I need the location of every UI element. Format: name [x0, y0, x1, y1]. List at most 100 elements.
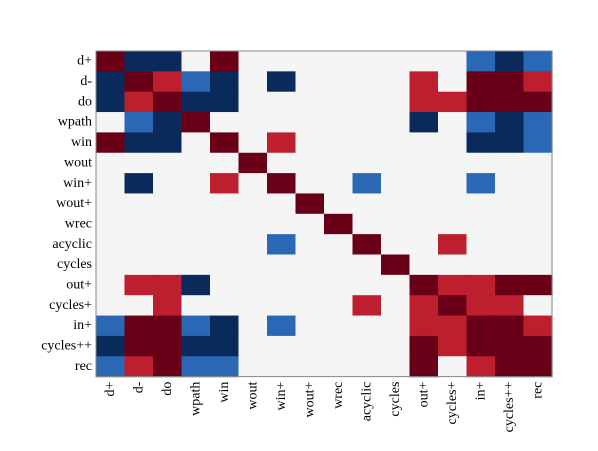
heatmap-cell-do-wpath	[181, 91, 211, 113]
heatmap-cell-d--cycles+	[438, 71, 468, 93]
heatmap-cell-out+-rec	[523, 274, 553, 296]
heatmap-cell-cycles+-cycles+	[438, 295, 468, 317]
heatmap-cell-wpath-wrec	[324, 112, 354, 133]
x-tick-label: cycles+	[445, 381, 460, 424]
heatmap-cell-wrec-acyclic	[352, 213, 382, 235]
heatmap-cell-d--wrec	[324, 71, 354, 93]
y-tick-label: in+	[73, 318, 92, 333]
heatmap-cell-win-out+	[409, 132, 439, 154]
heatmap-cell-cycles+-out+	[409, 295, 439, 317]
heatmap-cell-win+-win	[210, 173, 240, 195]
heatmap-cell-wpath-acyclic	[352, 112, 382, 133]
heatmap-cell-win+-wout+	[295, 173, 325, 195]
heatmap-cell-win+-out+	[409, 173, 439, 195]
heatmap-cell-out+-d-	[124, 274, 154, 296]
heatmap-cell-wrec-wpath	[181, 213, 211, 235]
heatmap-cell-rec-d+	[96, 356, 126, 378]
heatmap-cell-wout-wpath	[181, 152, 211, 174]
heatmap-cell-do-d-	[124, 91, 154, 113]
heatmap-cell-wpath-d+	[96, 112, 126, 133]
heatmap-cell-in+-win+	[267, 315, 297, 337]
x-tick-label: wrec	[331, 382, 346, 409]
heatmap-cell-wout-wout	[238, 152, 268, 174]
y-tick-label: wpath	[58, 115, 92, 130]
heatmap-cell-cycles+-wout+	[295, 295, 325, 317]
heatmap-cell-win+-cycles+	[438, 173, 468, 195]
heatmap-cell-wout+-rec	[523, 193, 553, 215]
heatmap-cell-in+-wpath	[181, 315, 211, 337]
heatmap-cell-cycles++-cycles++	[495, 335, 525, 357]
heatmap-cell-win+-acyclic	[352, 173, 382, 195]
x-tick-label: acyclic	[359, 382, 374, 422]
heatmap-cell-in+-out+	[409, 315, 439, 337]
heatmap-cell-do-acyclic	[352, 91, 382, 113]
heatmap-cell-d--win	[210, 71, 240, 93]
heatmap-cell-win-cycles++	[495, 132, 525, 154]
heatmap-cell-out+-cycles	[381, 274, 411, 296]
heatmap-cell-out+-out+	[409, 274, 439, 296]
heatmap-cell-in+-d+	[96, 315, 126, 337]
heatmap-cell-wout-d+	[96, 152, 126, 174]
x-tick-label: win+	[274, 382, 289, 411]
heatmap-cell-in+-cycles+	[438, 315, 468, 337]
heatmap-cell-cycles++-in+	[466, 335, 496, 357]
heatmap-cell-win+-cycles	[381, 173, 411, 195]
heatmap-cell-wout-wout+	[295, 152, 325, 174]
heatmap-cell-wout-do	[153, 152, 183, 174]
heatmap-cell-in+-acyclic	[352, 315, 382, 337]
heatmap-cell-wpath-d-	[124, 112, 154, 133]
y-tick-label: wout+	[56, 196, 92, 211]
heatmap-cell-wout+-acyclic	[352, 193, 382, 215]
heatmap-cell-d--cycles	[381, 71, 411, 93]
heatmap-cell-rec-cycles++	[495, 356, 525, 378]
heatmap-cell-cycles+-cycles	[381, 295, 411, 317]
heatmap-cell-acyclic-in+	[466, 234, 496, 256]
heatmap-cell-cycles++-win	[210, 335, 240, 357]
heatmap-cell-d+-acyclic	[352, 51, 382, 72]
heatmap-cell-wout-win+	[267, 152, 297, 174]
heatmap-cell-wrec-out+	[409, 213, 439, 235]
y-tick-label: wrec	[65, 216, 92, 231]
heatmap-cell-d+-rec	[523, 51, 553, 72]
heatmap-cell-wrec-win	[210, 213, 240, 235]
heatmap-cell-do-rec	[523, 91, 553, 113]
heatmap-cell-cycles++-wrec	[324, 335, 354, 357]
heatmap-cell-win-wpath	[181, 132, 211, 154]
heatmap-cell-cycles+-wout	[238, 295, 268, 317]
heatmap-cell-in+-wout+	[295, 315, 325, 337]
heatmap-cell-d+-win+	[267, 51, 297, 72]
heatmap-cell-wpath-do	[153, 112, 183, 133]
heatmap-cell-do-cycles	[381, 91, 411, 113]
heatmap-cell-wrec-wrec	[324, 213, 354, 235]
heatmap-cell-d+-cycles++	[495, 51, 525, 72]
heatmap-cell-d+-wrec	[324, 51, 354, 72]
heatmap-cell-d--out+	[409, 71, 439, 93]
heatmap-cell-wout-wrec	[324, 152, 354, 174]
heatmap-cell-rec-win+	[267, 356, 297, 378]
x-tick-label: out+	[416, 382, 431, 408]
heatmap-cell-cycles+-win	[210, 295, 240, 317]
heatmap-cell-acyclic-out+	[409, 234, 439, 256]
heatmap-cell-wpath-win+	[267, 112, 297, 133]
heatmap-cell-wout-in+	[466, 152, 496, 174]
heatmap-cell-d+-cycles+	[438, 51, 468, 72]
heatmap-cell-wout-out+	[409, 152, 439, 174]
plot-frame	[95, 50, 553, 378]
heatmap-cell-win+-wpath	[181, 173, 211, 195]
x-tick-label: d+	[103, 382, 118, 397]
heatmap-cell-cycles+-acyclic	[352, 295, 382, 317]
x-tick-label: wout+	[302, 382, 317, 418]
heatmap-cell-cycles+-do	[153, 295, 183, 317]
heatmap-cell-wout+-cycles+	[438, 193, 468, 215]
heatmap-cell-in+-do	[153, 315, 183, 337]
heatmap-cell-d--cycles++	[495, 71, 525, 93]
y-tick-label: do	[78, 94, 92, 109]
heatmap-cell-win+-in+	[466, 173, 496, 195]
heatmap-cell-wout-cycles	[381, 152, 411, 174]
heatmap-cell-acyclic-do	[153, 234, 183, 256]
heatmap-cell-do-cycles++	[495, 91, 525, 113]
heatmap-cell-acyclic-cycles	[381, 234, 411, 256]
heatmap-cell-acyclic-cycles++	[495, 234, 525, 256]
heatmap-cell-win+-do	[153, 173, 183, 195]
